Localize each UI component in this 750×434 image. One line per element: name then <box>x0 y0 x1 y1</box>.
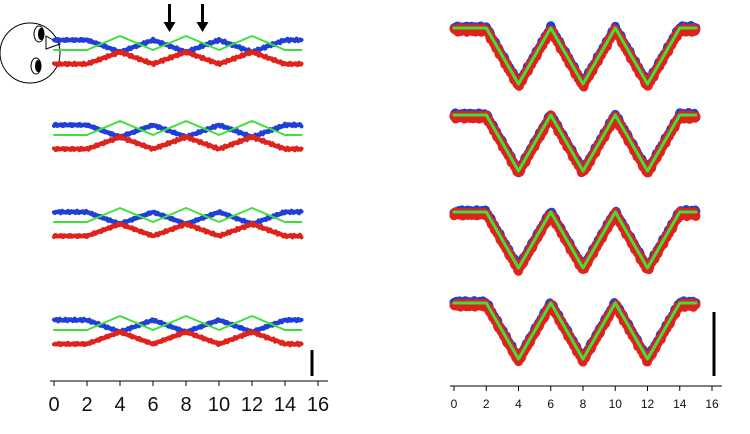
panel-b-x-axis: 0 2 4 6 8 10 12 14 16 <box>450 385 722 411</box>
eye-trace-trial-1-series-1 <box>52 36 304 55</box>
x-tick-label: 8 <box>180 394 191 416</box>
target-trace-trial-2-series-3 <box>452 113 698 173</box>
x-tick-label: 12 <box>641 397 655 411</box>
eye-trace-trial-4-series-2 <box>52 329 304 348</box>
x-tick-label: 16 <box>307 394 329 416</box>
x-tick-label: 14 <box>274 394 296 416</box>
target-trace-trial-1-series-3 <box>452 26 698 86</box>
eye-trace-trial-3-series-2 <box>52 220 304 240</box>
eye-trace-trial-3-series-1 <box>52 208 304 227</box>
target-trace-trial-1-series-3 <box>53 35 303 51</box>
x-tick-label: 2 <box>483 397 490 411</box>
x-tick-label: 14 <box>673 397 687 411</box>
x-tick-label: 16 <box>705 397 719 411</box>
x-tick-label: 4 <box>114 394 125 416</box>
x-tick-label: 10 <box>609 397 623 411</box>
target-trace-trial-3-series-3 <box>53 207 303 223</box>
x-tick-label: 6 <box>147 394 158 416</box>
eye-trace-trial-1-series-2 <box>52 49 304 68</box>
down-arrow-head-icon <box>163 22 176 32</box>
x-tick-label: 4 <box>515 397 522 411</box>
eye-trace-trial-4-series-1 <box>52 316 304 335</box>
x-tick-label: 2 <box>81 394 92 416</box>
x-tick-label: 10 <box>208 394 230 416</box>
head-schematic-icon <box>0 22 62 84</box>
annotation-arrows <box>163 4 209 32</box>
eye-trace-trial-2-series-1 <box>52 121 304 140</box>
x-tick-label: 8 <box>580 397 587 411</box>
target-trace-trial-2-series-3 <box>53 120 303 136</box>
target-trace-trial-4-series-3 <box>53 315 303 331</box>
panel-a-traces <box>52 35 304 348</box>
down-arrow-head-icon <box>196 22 209 32</box>
target-trace-trial-3-series-3 <box>452 210 698 270</box>
panel-b-traces <box>449 21 701 367</box>
x-tick-label: 0 <box>451 397 458 411</box>
x-tick-label: 12 <box>241 394 263 416</box>
eye-trace-trial-2-series-2 <box>52 133 304 153</box>
x-tick-label: 6 <box>547 397 554 411</box>
target-trace-trial-4-series-3 <box>452 301 698 361</box>
panel-a-x-axis: 0 2 4 6 8 10 12 14 16 <box>48 380 329 416</box>
x-tick-label: 0 <box>48 394 59 416</box>
